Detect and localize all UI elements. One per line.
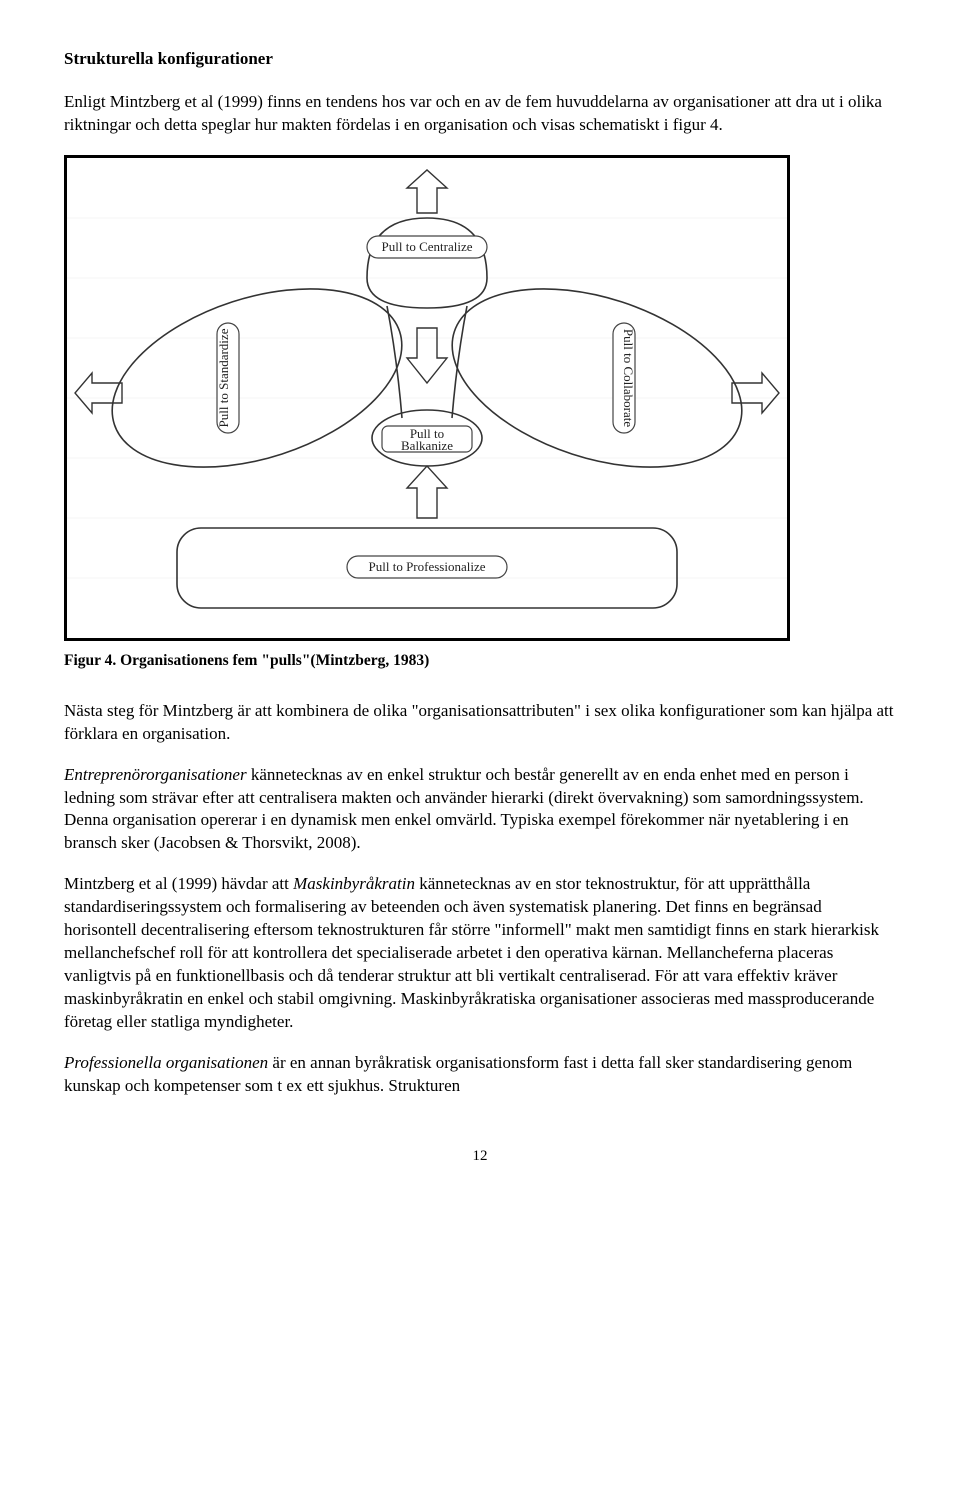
page-number: 12 <box>64 1146 896 1166</box>
label-balkanize-2: Balkanize <box>401 438 453 453</box>
paragraph-2: Nästa steg för Mintzberg är att kombiner… <box>64 700 896 746</box>
paragraph-5: Professionella organisationen är en anna… <box>64 1052 896 1098</box>
paragraph-4-rest: kännetecknas av en stor teknostruktur, f… <box>64 874 879 1031</box>
label-collaborate: Pull to Collaborate <box>621 329 636 427</box>
figure-4-diagram: Pull to Centralize Pull to Standardize P… <box>64 155 790 641</box>
paragraph-3: Entreprenörorganisationer kännetecknas a… <box>64 764 896 856</box>
paragraph-intro: Enligt Mintzberg et al (1999) finns en t… <box>64 91 896 137</box>
section-heading: Strukturella konfigurationer <box>64 48 896 71</box>
label-centralize: Pull to Centralize <box>382 239 473 254</box>
figure-caption: Figur 4. Organisationens fem "pulls"(Min… <box>64 651 896 672</box>
label-professionalize: Pull to Professionalize <box>369 559 486 574</box>
paragraph-4: Mintzberg et al (1999) hävdar att Maskin… <box>64 873 896 1034</box>
term-entreprenor: Entreprenörorganisationer <box>64 765 247 784</box>
label-standardize: Pull to Standardize <box>216 328 231 427</box>
term-professionella: Professionella organisationen <box>64 1053 268 1072</box>
paragraph-4-a: Mintzberg et al (1999) hävdar att <box>64 874 293 893</box>
term-maskinbyrakratin: Maskinbyråkratin <box>293 874 415 893</box>
